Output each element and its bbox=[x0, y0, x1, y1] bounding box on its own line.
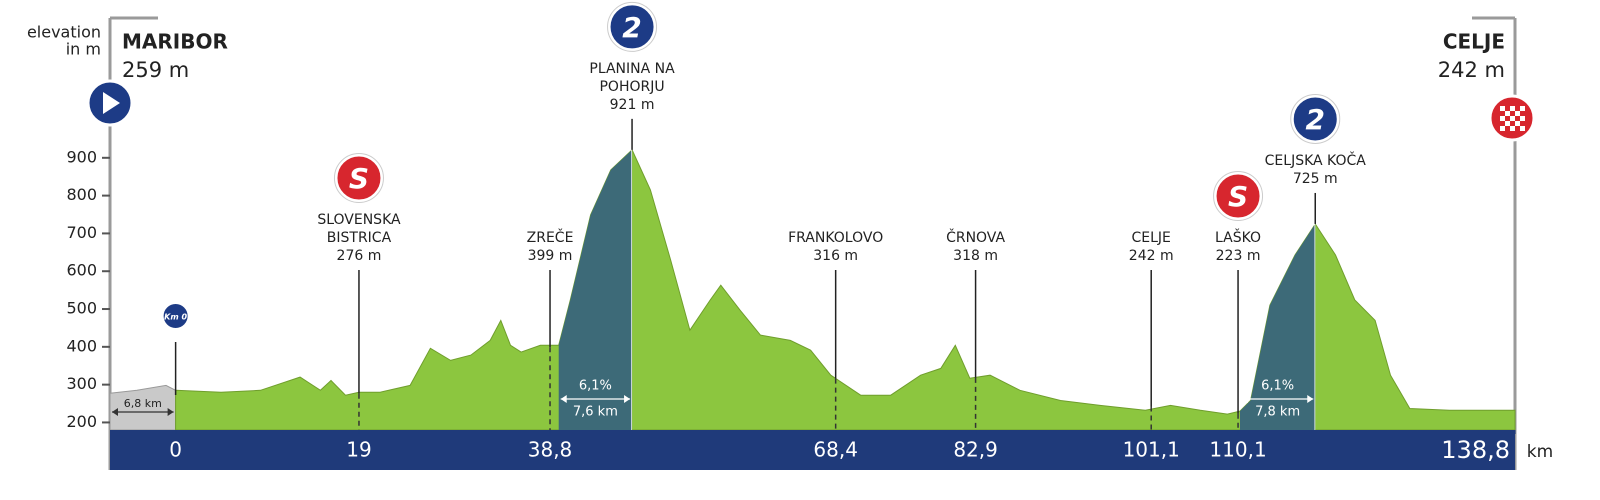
start-name: MARIBOR bbox=[122, 30, 228, 54]
y-tick-label: 200 bbox=[66, 412, 97, 431]
point-name: FRANKOLOVO bbox=[788, 230, 883, 246]
point-icon bbox=[1290, 94, 1340, 144]
climb-area bbox=[1239, 224, 1316, 430]
x-tick-label: 0 bbox=[169, 438, 182, 462]
point-elevation: 318 m bbox=[953, 248, 998, 264]
point-name: SLOVENSKA bbox=[317, 212, 401, 228]
point-icon-ring bbox=[1290, 93, 1341, 144]
km0-icon bbox=[161, 302, 190, 330]
finish-name: CELJE bbox=[1443, 30, 1505, 54]
x-tick-label: 82,9 bbox=[953, 438, 998, 462]
climb-grade: 6,1% bbox=[1261, 379, 1294, 394]
point-name: CELJSKA KOČA bbox=[1265, 151, 1367, 169]
point-icon bbox=[607, 2, 657, 52]
point-elevation: 316 m bbox=[813, 248, 858, 264]
finish-elevation: 242 m bbox=[1438, 58, 1505, 82]
km0-label: Km 0 bbox=[164, 313, 187, 322]
point-icon-label: S bbox=[349, 162, 369, 195]
y-tick-label: 700 bbox=[66, 223, 97, 242]
point-icon-ring bbox=[1213, 171, 1264, 221]
finish-icon bbox=[1488, 94, 1536, 142]
profile-area bbox=[175, 149, 1516, 431]
point-icon-label: S bbox=[1228, 180, 1248, 213]
point-elevation: 725 m bbox=[1293, 171, 1338, 187]
y-tick-label: 500 bbox=[66, 299, 97, 318]
point-icon bbox=[334, 153, 384, 203]
point-elevation: 399 m bbox=[528, 248, 573, 264]
start-icon bbox=[86, 79, 134, 127]
y-tick-label: 600 bbox=[66, 261, 97, 280]
point-name: CELJE bbox=[1132, 230, 1171, 246]
point-elevation: 223 m bbox=[1216, 248, 1261, 264]
point-icon-label: 2 bbox=[1306, 103, 1325, 136]
x-tick-label: 68,4 bbox=[813, 438, 858, 462]
point-name: ČRNOVA bbox=[946, 228, 1005, 246]
x-axis-label: km bbox=[1527, 442, 1553, 462]
point-icon bbox=[1213, 171, 1263, 221]
start-elevation: 259 m bbox=[122, 58, 189, 82]
x-tick-label: 19 bbox=[346, 438, 371, 462]
distance-band bbox=[110, 430, 1515, 470]
climb-length: 7,8 km bbox=[1255, 405, 1300, 420]
point-name: ZREČE bbox=[527, 228, 574, 246]
y-tick-label: 300 bbox=[66, 374, 97, 393]
neutral-label: 6,8 km bbox=[124, 397, 162, 410]
point-icon-ring bbox=[607, 1, 658, 52]
point-name: LAŠKO bbox=[1215, 228, 1261, 246]
x-tick-label: 38,8 bbox=[528, 438, 573, 462]
y-tick-label: 400 bbox=[66, 336, 97, 355]
point-icon-ring bbox=[333, 153, 384, 203]
y-tick-label: 800 bbox=[66, 185, 97, 204]
x-tick-label: 101,1 bbox=[1123, 438, 1180, 462]
climb-grade: 6,1% bbox=[579, 379, 612, 394]
y-tick-label: 900 bbox=[66, 147, 97, 166]
y-axis-label: in m bbox=[66, 40, 101, 59]
climb-length: 7,6 km bbox=[573, 405, 618, 420]
y-axis-label: elevation bbox=[27, 23, 101, 42]
point-name: BISTRICA bbox=[327, 230, 392, 246]
x-tick-label: 110,1 bbox=[1209, 438, 1266, 462]
point-icon-label: 2 bbox=[622, 11, 641, 44]
point-name: POHORJU bbox=[599, 79, 664, 95]
point-elevation: 276 m bbox=[337, 248, 382, 264]
point-name: PLANINA NA bbox=[589, 61, 675, 77]
point-elevation: 242 m bbox=[1129, 248, 1174, 264]
point-elevation: 921 m bbox=[610, 97, 655, 113]
x-tick-label: 138,8 bbox=[1441, 436, 1510, 464]
climb-area bbox=[558, 149, 633, 430]
